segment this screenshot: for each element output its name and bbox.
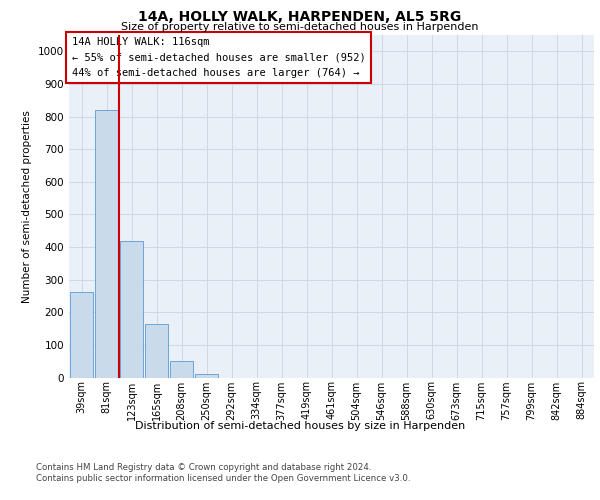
Bar [145,324,169,378]
Bar [119,240,143,378]
Text: 14A, HOLLY WALK, HARPENDEN, AL5 5RG: 14A, HOLLY WALK, HARPENDEN, AL5 5RG [139,10,461,24]
Text: Contains public sector information licensed under the Open Government Licence v3: Contains public sector information licen… [36,474,410,483]
Text: 14A HOLLY WALK: 116sqm
← 55% of semi-detached houses are smaller (952)
44% of se: 14A HOLLY WALK: 116sqm ← 55% of semi-det… [71,36,365,78]
Text: Size of property relative to semi-detached houses in Harpenden: Size of property relative to semi-detach… [121,22,479,32]
Bar [194,374,218,378]
Y-axis label: Number of semi-detached properties: Number of semi-detached properties [22,110,32,302]
Text: Distribution of semi-detached houses by size in Harpenden: Distribution of semi-detached houses by … [135,421,465,431]
Bar [95,110,118,378]
Text: Contains HM Land Registry data © Crown copyright and database right 2024.: Contains HM Land Registry data © Crown c… [36,462,371,471]
Bar [70,292,94,378]
Bar [170,361,193,378]
